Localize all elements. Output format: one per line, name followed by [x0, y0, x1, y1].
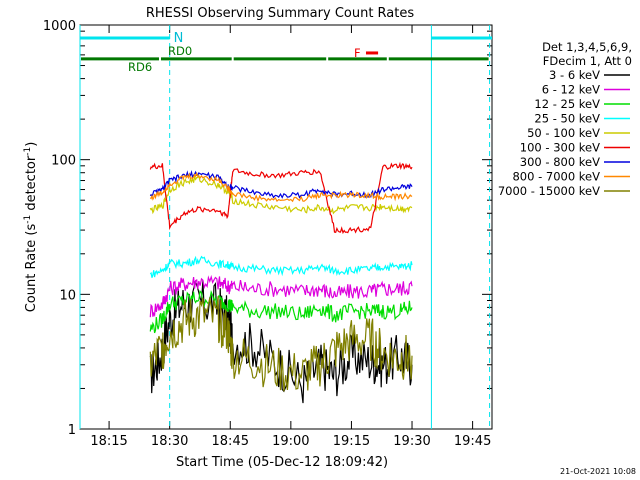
- x-tick-label-2: 18:45: [212, 434, 249, 449]
- flare-label: F: [354, 46, 361, 60]
- x-tick-label-4: 19:15: [333, 434, 370, 449]
- footer-timestamp: 21-Oct-2021 10:08: [560, 467, 636, 476]
- x-tick-label-0: 18:15: [90, 434, 127, 449]
- series-line-5: [149, 161, 413, 235]
- y-tick-label-1: 10: [59, 288, 76, 303]
- chart-title: RHESSI Observing Summary Count Rates: [146, 6, 415, 21]
- legend-entry-6: 300 - 800 keV: [520, 155, 600, 169]
- legend-entry-7: 800 - 7000 keV: [512, 170, 600, 184]
- y-tick-label-0: 1: [68, 423, 76, 438]
- series-line-7: [149, 172, 413, 203]
- legend-entry-1: 6 - 12 keV: [542, 83, 600, 97]
- legend-entry-8: 7000 - 15000 keV: [498, 184, 600, 198]
- y-axis-label-part3: ): [24, 142, 39, 147]
- legend-entry-4: 50 - 100 keV: [527, 126, 600, 140]
- series-line-3: [149, 255, 413, 278]
- series-line-8: [149, 296, 413, 392]
- y-tick-label-2: 100: [51, 154, 76, 169]
- x-tick-label-6: 19:45: [454, 434, 491, 449]
- legend-header-1: FDecim 1, Att 0: [543, 54, 632, 68]
- y-axis-label-part2: detector: [24, 155, 39, 215]
- rd6-label: RD6: [128, 60, 152, 74]
- series-line-4: [149, 174, 413, 215]
- x-tick-label-5: 19:30: [393, 434, 430, 449]
- legend-entry-3: 25 - 50 keV: [534, 112, 600, 126]
- y-axis-label-sup2: -1: [23, 147, 33, 156]
- ticks-layer: 18:15 18:30 18:45 19:00 19:15 19:30 19:45 1 10 10…: [43, 19, 492, 449]
- legend-header-0: Det 1,3,4,5,6,9,: [542, 40, 632, 54]
- legend: Det 1,3,4,5,6,9,FDecim 1, Att 03 - 6 keV…: [498, 40, 632, 198]
- series-line-1: [149, 274, 413, 318]
- series-layer: [149, 161, 413, 404]
- legend-entry-2: 12 - 25 keV: [534, 97, 600, 111]
- legend-entry-0: 3 - 6 keV: [549, 68, 600, 82]
- plot-frame: [79, 24, 493, 430]
- y-axis-label-part1: Count Rate (s: [24, 224, 39, 313]
- y-tick-label-3: 1000: [43, 19, 76, 34]
- y-axis-label-sup1: -1: [23, 215, 33, 224]
- night-label: N: [174, 31, 184, 46]
- x-tick-label-3: 19:00: [272, 434, 309, 449]
- y-axis-label: Count Rate (s-1 detector-1): [23, 142, 39, 313]
- rd0-label: RD0: [168, 44, 192, 58]
- series-line-2: [149, 289, 413, 334]
- x-axis-label: Start Time (05-Dec-12 18:09:42): [176, 455, 388, 470]
- legend-entry-5: 100 - 300 keV: [520, 141, 600, 155]
- x-tick-label-1: 18:30: [151, 434, 188, 449]
